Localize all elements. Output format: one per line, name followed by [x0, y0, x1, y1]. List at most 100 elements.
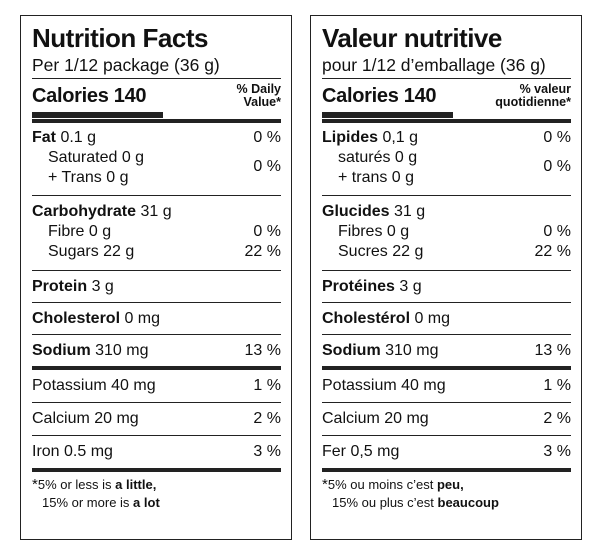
sugars-dv: 22 %	[244, 243, 281, 260]
footnote-asterisk: *	[322, 476, 328, 493]
saturated-trans-dv: 0 %	[543, 158, 571, 175]
fibre-label: Fibres 0 g	[338, 223, 410, 240]
carbohydrate-row: Carbohydrate 31 g	[32, 196, 281, 222]
cholesterol-amount: 0 mg	[410, 309, 451, 327]
fibre-row: Fibres 0 g 0 %	[322, 222, 571, 242]
calories-label: Calories 140	[322, 85, 437, 107]
sugars-label: Sugars 22 g	[48, 243, 135, 260]
footnote-text: 15% ou plus c’est	[332, 495, 438, 510]
daily-value-header-line2: quotidienne*	[495, 95, 571, 109]
fat-name: Fat	[32, 128, 56, 146]
footnote-emphasis: peu	[436, 477, 461, 492]
carbohydrate-name: Carbohydrate	[32, 202, 137, 220]
footnote-text: 15% or more is	[42, 495, 134, 510]
protein-name: Protein	[32, 277, 88, 295]
daily-value-header-line1: % Daily	[236, 82, 281, 96]
footnote-punctuation: ,	[152, 477, 157, 492]
sodium-amount: 310 mg	[90, 341, 149, 359]
footnote-line-1: *5% or less is a little,	[32, 476, 281, 494]
divider	[322, 78, 571, 79]
divider	[322, 334, 571, 335]
protein-name: Protéines	[322, 277, 395, 295]
footnote-emphasis: a lot	[133, 495, 160, 510]
potassium-dv: 1 %	[253, 377, 281, 394]
footnote-line-2: 15% ou plus c’est beaucoup	[322, 494, 571, 512]
calories-underline	[322, 112, 453, 118]
sodium-dv: 13 %	[534, 341, 571, 359]
daily-value-header-line2: Value*	[243, 95, 281, 109]
divider	[322, 270, 571, 271]
footnote-emphasis: beaucoup	[437, 495, 499, 510]
cholesterol-row: Cholesterol 0 mg	[32, 303, 281, 334]
sodium-name: Sodium	[322, 341, 381, 359]
carbohydrate-block: Carbohydrate 31 g Fibre 0 g 0 % Sugars 2…	[32, 196, 281, 270]
trans-row: + Trans 0 g	[48, 169, 129, 186]
fat-row: Fat 0.1 g 0 %	[32, 123, 281, 148]
fat-row: Lipides 0,1 g 0 %	[322, 123, 571, 148]
calcium-row: Calcium 20 mg 2 %	[32, 403, 281, 435]
calcium-label: Calcium 20 mg	[32, 410, 139, 427]
sugars-row: Sucres 22 g 22 %	[322, 242, 571, 262]
divider	[32, 435, 281, 436]
calcium-row: Calcium 20 mg 2 %	[322, 403, 571, 435]
thick-divider	[32, 366, 281, 370]
calcium-label: Calcium 20 mg	[322, 410, 429, 427]
carbohydrate-amount: 31 g	[389, 202, 426, 220]
daily-value-header: % Daily Value*	[237, 83, 281, 109]
cholesterol-name: Cholestérol	[322, 309, 411, 327]
thick-divider	[322, 119, 571, 123]
footnote-punctuation: ,	[460, 477, 464, 492]
sodium-dv: 13 %	[244, 341, 281, 359]
fat-amount: 0,1 g	[378, 128, 419, 146]
thick-divider	[32, 468, 281, 472]
fibre-row: Fibre 0 g 0 %	[32, 222, 281, 242]
serving-size: Per 1/12 package (36 g)	[32, 55, 220, 75]
cholesterol-name: Cholesterol	[32, 309, 121, 327]
footnote-line-1: *5% ou moins c’est peu,	[322, 476, 571, 494]
divider	[32, 195, 281, 196]
calories-underline	[32, 112, 163, 118]
cholesterol-amount: 0 mg	[120, 309, 161, 327]
footnote-emphasis: a little	[115, 477, 153, 492]
nutrition-facts-panel-fr: Valeur nutritive pour 1/12 d’emballage (…	[310, 15, 582, 540]
daily-value-header: % valeur quotidienne*	[495, 83, 571, 109]
panel-title: Valeur nutritive	[322, 23, 502, 53]
divider	[322, 435, 571, 436]
fat-dv: 0 %	[253, 128, 281, 146]
sodium-row: Sodium 310 mg 13 %	[322, 335, 571, 366]
divider	[322, 302, 571, 303]
fibre-label: Fibre 0 g	[48, 223, 112, 240]
calories-label: Calories 140	[32, 85, 147, 107]
daily-value-header-line1: % valeur	[519, 82, 571, 96]
protein-row: Protéines 3 g	[322, 271, 571, 302]
footnote: *5% ou moins c’est peu, 15% ou plus c’es…	[322, 472, 571, 512]
iron-label: Iron 0.5 mg	[32, 443, 113, 460]
sodium-amount: 310 mg	[380, 341, 439, 359]
carbohydrate-amount: 31 g	[136, 202, 172, 220]
fat-block: Fat 0.1 g 0 % Saturated 0 g + Trans 0 g …	[32, 123, 281, 195]
protein-amount: 3 g	[87, 277, 114, 295]
potassium-label: Potassium 40 mg	[32, 377, 156, 394]
footnote-line-2: 15% or more is a lot	[32, 494, 281, 512]
saturated-row: saturés 0 g	[338, 149, 418, 166]
fibre-dv: 0 %	[543, 223, 571, 240]
divider	[32, 302, 281, 303]
divider	[32, 334, 281, 335]
footnote: *5% or less is a little, 15% or more is …	[32, 472, 281, 512]
iron-row: Iron 0.5 mg 3 %	[32, 436, 281, 468]
footnote-asterisk: *	[32, 476, 38, 493]
potassium-label: Potassium 40 mg	[322, 377, 446, 394]
potassium-dv: 1 %	[543, 377, 571, 394]
divider	[32, 270, 281, 271]
divider	[32, 78, 281, 79]
sodium-row: Sodium 310 mg 13 %	[32, 335, 281, 366]
calcium-dv: 2 %	[543, 410, 571, 427]
fat-dv: 0 %	[543, 128, 571, 146]
saturated-row: Saturated 0 g	[48, 149, 145, 166]
carbohydrate-name: Glucides	[322, 202, 390, 220]
fat-block: Lipides 0,1 g 0 % saturés 0 g + trans 0 …	[322, 123, 571, 195]
potassium-row: Potassium 40 mg 1 %	[322, 370, 571, 402]
potassium-row: Potassium 40 mg 1 %	[32, 370, 281, 402]
panel-title: Nutrition Facts	[32, 23, 208, 53]
iron-row: Fer 0,5 mg 3 %	[322, 436, 571, 468]
